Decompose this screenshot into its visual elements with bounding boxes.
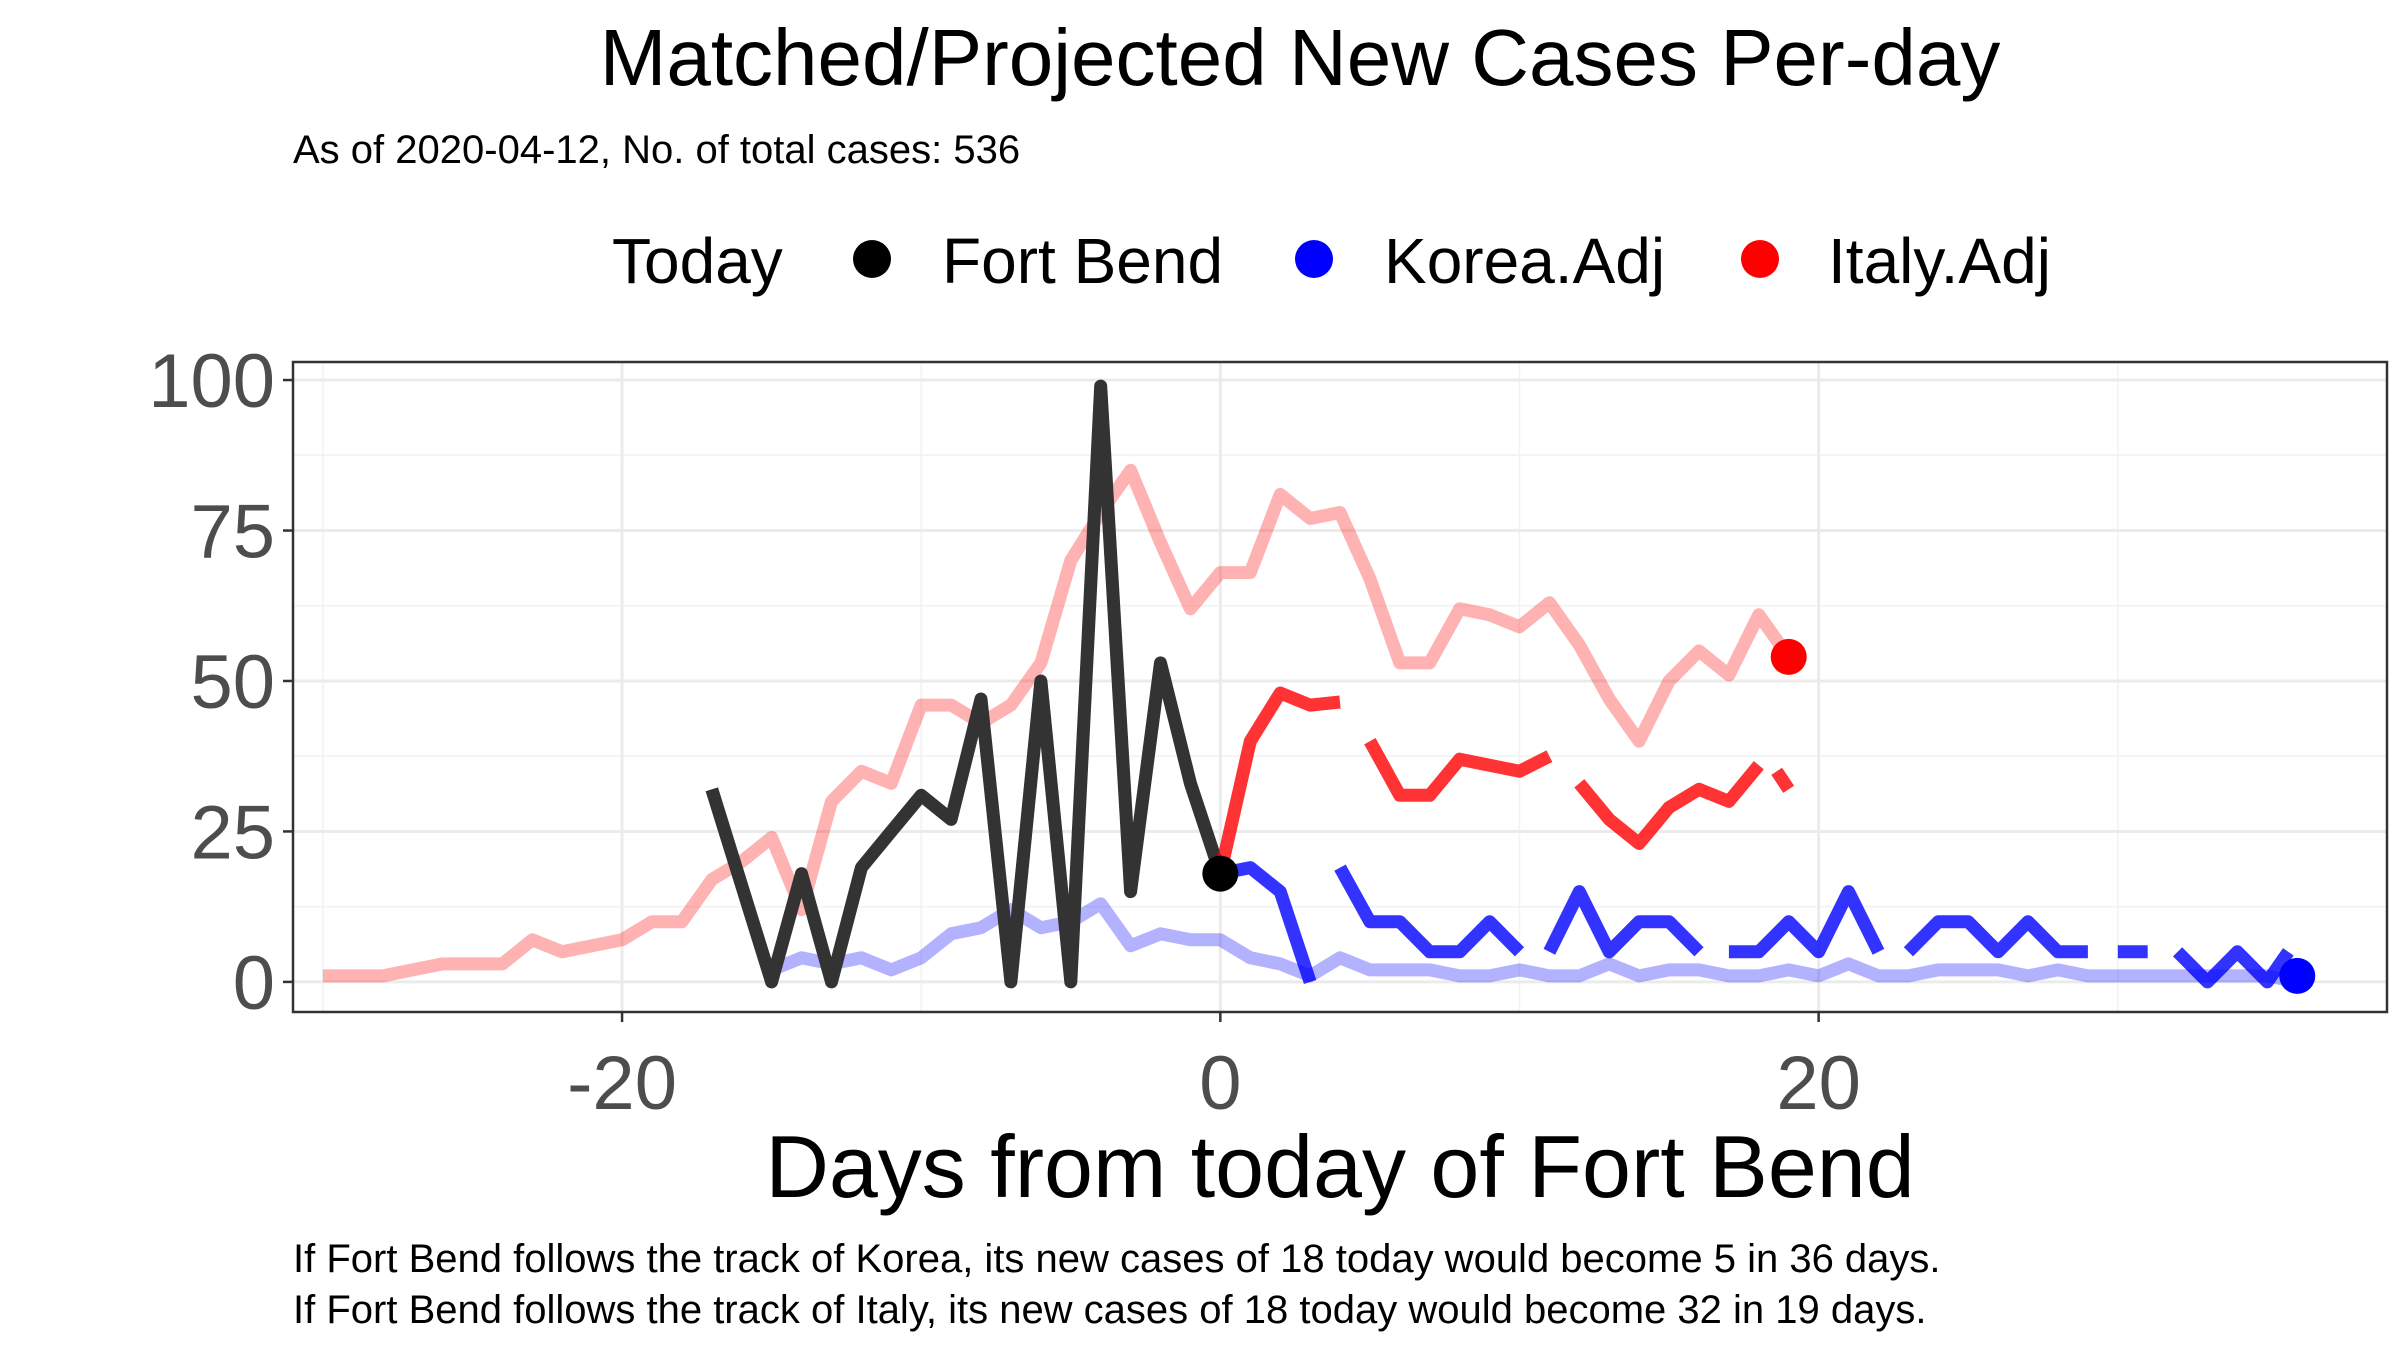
legend-label-italy-adj: Italy.Adj xyxy=(1828,225,2051,297)
series-italy-adj-projected xyxy=(1213,686,1795,876)
y-tick-label: 75 xyxy=(190,490,275,575)
x-tick-label: 20 xyxy=(1776,1041,1861,1126)
legend-swatch-italy-adj xyxy=(1741,240,1779,278)
legend-title: Today xyxy=(612,225,783,297)
series-line-korea-adj-projected-3 xyxy=(1728,885,1885,959)
marker-korea-adj xyxy=(2279,957,2316,994)
legend-label-korea-adj: Korea.Adj xyxy=(1384,225,1665,297)
x-tick-label: -20 xyxy=(567,1041,677,1126)
legend: Today Fort Bend Korea.Adj Italy.Adj xyxy=(612,225,2051,297)
series-fort-bend-observed xyxy=(705,379,1227,989)
series-line-italy-matched-0 xyxy=(322,463,1794,983)
series-line-italy-adj-projected-1 xyxy=(1364,738,1553,802)
marker-fort-bend xyxy=(1202,855,1239,892)
plot-area: 0 25 50 75 100 -20 0 20 xyxy=(148,339,2389,1126)
series-line-korea-adj-projected-1 xyxy=(1334,864,1525,959)
series-line-korea-adj-projected-6 xyxy=(2172,945,2294,989)
x-axis-title: Days from today of Fort Bend xyxy=(765,1117,1914,1216)
y-tick-label: 25 xyxy=(190,790,275,875)
caption-italy: If Fort Bend follows the track of Italy,… xyxy=(293,1288,1926,1332)
series-line-italy-adj-projected-0 xyxy=(1213,686,1341,876)
y-tick-label: 0 xyxy=(233,941,275,1026)
legend-swatch-korea-adj xyxy=(1295,240,1333,278)
chart-subtitle: As of 2020-04-12, No. of total cases: 53… xyxy=(293,128,1020,172)
legend-swatch-fort-bend xyxy=(853,240,891,278)
series-korea-matched xyxy=(769,897,2299,989)
series-line-korea-adj-projected-4 xyxy=(1903,915,2088,959)
chart-title: Matched/Projected New Cases Per-day xyxy=(600,13,2001,102)
axis-layer: 0 25 50 75 100 -20 0 20 xyxy=(148,339,1861,1126)
marker-layer xyxy=(1202,638,2316,994)
series-line-korea-adj-projected-2 xyxy=(1543,885,1704,959)
caption-korea: If Fort Bend follows the track of Korea,… xyxy=(293,1237,1941,1281)
series-line-italy-adj-projected-2 xyxy=(1574,761,1764,850)
y-tick-label: 100 xyxy=(148,339,275,424)
grid xyxy=(293,362,2387,1012)
series-line-korea-matched-0 xyxy=(769,897,2299,989)
panel-border xyxy=(291,360,2389,1014)
series-layer xyxy=(322,379,2299,989)
x-tick-label: 0 xyxy=(1199,1041,1241,1126)
y-tick-label: 50 xyxy=(190,640,275,725)
series-line-fort-bend-observed-0 xyxy=(705,379,1227,989)
marker-italy-adj xyxy=(1770,638,1807,675)
legend-label-fort-bend: Fort Bend xyxy=(942,225,1223,297)
series-italy-matched xyxy=(322,463,1794,983)
series-line-italy-adj-projected-3 xyxy=(1771,767,1795,793)
